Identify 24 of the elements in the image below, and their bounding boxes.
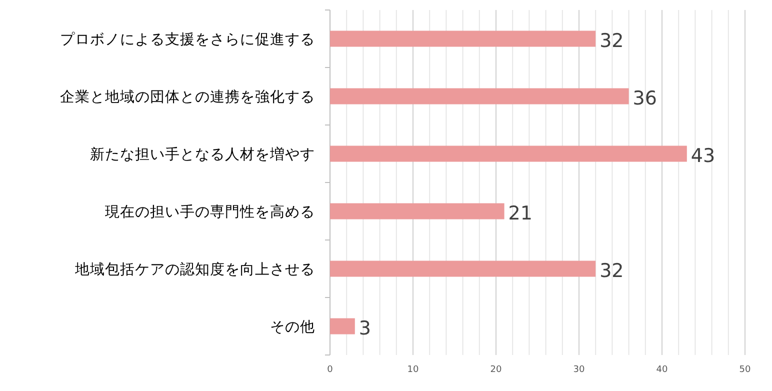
bar (330, 260, 596, 277)
y-tick-label: 現在の担い手の専門性を高める (105, 203, 315, 220)
x-tick-label: 40 (656, 365, 668, 375)
y-tick-label: 企業と地域の団体との連携を強化する (60, 88, 315, 106)
bar (330, 88, 629, 104)
bar (330, 318, 355, 334)
x-tick-label: 30 (573, 365, 585, 375)
bar (330, 203, 504, 220)
data-label: 32 (600, 30, 624, 52)
data-label: 43 (690, 144, 716, 167)
x-tick-label: 50 (739, 365, 751, 375)
bar (330, 146, 687, 162)
data-label: 21 (508, 202, 532, 224)
data-label: 3 (358, 317, 371, 340)
y-tick-label: その他 (270, 318, 315, 336)
y-tick-label: プロボノによる支援をさらに促進する (60, 30, 315, 48)
x-tick-label: 20 (490, 365, 502, 375)
data-label: 36 (632, 87, 657, 110)
y-tick-label: 地域包括ケアの認知度を向上させる (74, 260, 315, 278)
bar (330, 30, 596, 47)
data-label: 32 (600, 260, 624, 282)
y-tick-label: 新たな担い手となる人材を増やす (90, 146, 315, 163)
x-tick-label: 0 (327, 365, 334, 375)
x-tick-label: 10 (407, 365, 419, 375)
